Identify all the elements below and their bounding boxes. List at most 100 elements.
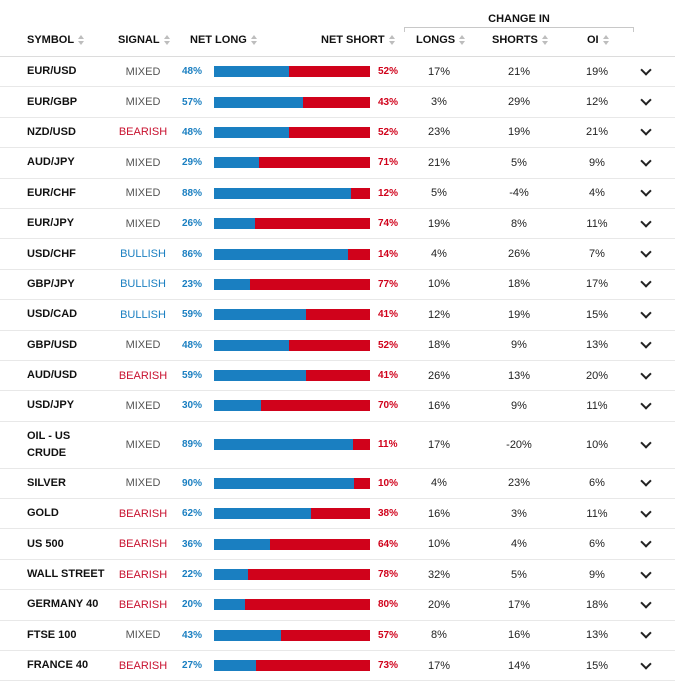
expand-row-button[interactable] [638,621,654,650]
chevron-down-icon [640,276,652,289]
expand-row-button[interactable] [638,148,654,177]
net-long-value: 22% [181,569,202,581]
signal-cell: MIXED [125,477,161,490]
net-short-bar [214,339,370,351]
chevron-down-icon [640,94,652,106]
expand-row-button[interactable] [638,590,654,619]
sentiment-bar [214,391,370,420]
table-row[interactable]: US 500 BEARISH 36% 64% 10% 4% 6% [0,529,675,560]
table-row[interactable]: FRANCE 40 BEARISH 27% 73% 17% 14% 15% [0,651,675,682]
table-row[interactable]: NZD/USD BEARISH 48% 52% 23% 19% 21% [0,118,675,149]
table-row[interactable]: SILVER MIXED 90% 10% 4% 23% 6% [0,469,675,500]
net-short-bar [214,569,370,581]
net-short-value: 52% [378,339,399,351]
table-row[interactable]: USD/CHF BULLISH 86% 14% 4% 26% 7% [0,239,675,270]
expand-row-button[interactable] [638,331,654,360]
expand-row-button[interactable] [638,209,654,238]
net-long-value: 27% [181,660,202,672]
net-long-value: 48% [181,339,202,351]
change-longs-cell: 12% [427,308,451,321]
change-longs-cell: 16% [427,399,451,412]
signal-cell: MIXED [125,339,161,352]
table-row[interactable]: EUR/CHF MIXED 88% 12% 5% -4% 4% [0,179,675,209]
expand-row-button[interactable] [638,499,654,528]
net-long-value: 29% [181,157,202,169]
change-oi-cell: 21% [585,126,609,139]
table-row[interactable]: GERMANY 40 BEARISH 20% 80% 20% 17% 18% [0,590,675,621]
expand-row-button[interactable] [638,57,654,86]
expand-row-button[interactable] [638,179,654,208]
expand-row-button[interactable] [638,560,654,589]
change-shorts-cell: 17% [507,598,531,611]
change-oi-cell: 9% [589,568,605,581]
table-row[interactable]: AUD/JPY MIXED 29% 71% 21% 5% 9% [0,148,675,179]
net-long-bar [214,66,289,78]
change-shorts-cell: 5% [511,156,527,169]
column-header-net-long[interactable]: NET LONG [190,34,257,46]
column-header-signal[interactable]: SIGNAL [118,34,170,46]
change-oi-cell: 10% [585,438,609,451]
net-short-bar [214,309,370,321]
chevron-down-icon [640,627,652,639]
expand-row-button[interactable] [638,270,654,299]
column-header-label: NET SHORT [321,34,385,46]
table-row[interactable]: AUD/USD BEARISH 59% 41% 26% 13% 20% [0,361,675,392]
expand-row-button[interactable] [638,361,654,390]
net-long-value: 20% [181,599,202,611]
symbol-cell: US 500 [27,537,64,550]
table-row[interactable]: OIL - US CRUDE MIXED 89% 11% 17% -20% 10% [0,422,675,469]
net-long-bar [214,400,261,412]
net-short-value: 11% [378,439,398,451]
table-row[interactable]: EUR/USD MIXED 48% 52% 17% 21% 19% [0,57,675,88]
chevron-down-icon [640,215,652,228]
table-row[interactable]: FTSE 100 MIXED 43% 57% 8% 16% 13% [0,621,675,652]
sentiment-bar [214,361,370,390]
net-short-bar [214,187,370,199]
table-row[interactable]: USD/JPY MIXED 30% 70% 16% 9% 11% [0,391,675,422]
sentiment-bar [214,57,370,86]
column-header-oi[interactable]: OI [587,34,609,46]
expand-row-button[interactable] [638,469,654,498]
signal-cell: BEARISH [118,598,168,611]
sentiment-bar [214,300,370,329]
change-shorts-cell: 21% [507,65,531,78]
expand-row-button[interactable] [638,300,654,329]
expand-row-button[interactable] [638,87,654,116]
change-longs-cell: 10% [427,278,451,291]
column-header-shorts[interactable]: SHORTS [492,34,548,46]
change-longs-cell: 8% [431,629,447,642]
change-shorts-cell: 18% [507,278,531,291]
net-long-bar [214,309,307,321]
change-longs-cell: 5% [431,187,447,200]
signal-cell: BEARISH [118,369,168,382]
column-header-symbol[interactable]: SYMBOL [27,34,85,46]
expand-row-button[interactable] [638,529,654,558]
symbol-cell: USD/JPY [27,399,75,412]
change-oi-cell: 13% [585,339,609,352]
net-long-value: 62% [181,508,202,520]
net-short-bar [214,400,370,412]
column-header-longs[interactable]: LONGS [416,34,466,46]
expand-row-button[interactable] [638,422,654,468]
expand-row-button[interactable] [638,118,654,147]
expand-row-button[interactable] [638,239,654,268]
expand-row-button[interactable] [638,651,654,680]
change-shorts-cell: 23% [507,477,531,490]
net-short-value: 78% [378,569,399,581]
signal-cell: MIXED [125,399,161,412]
net-short-bar [214,157,370,169]
table-row[interactable]: USD/CAD BULLISH 59% 41% 12% 19% 15% [0,300,675,331]
table-row[interactable]: GBP/USD MIXED 48% 52% 18% 9% 13% [0,331,675,361]
signal-cell: MIXED [125,629,161,642]
table-row[interactable]: EUR/JPY MIXED 26% 74% 19% 8% 11% [0,209,675,240]
column-header-net-short[interactable]: NET SHORT [321,34,395,46]
expand-row-button[interactable] [638,391,654,420]
table-row[interactable]: WALL STREET BEARISH 22% 78% 32% 5% 9% [0,560,675,591]
table-row[interactable]: GOLD BEARISH 62% 38% 16% 3% 11% [0,499,675,530]
table-row[interactable]: GBP/JPY BULLISH 23% 77% 10% 18% 17% [0,270,675,301]
signal-cell: BULLISH [120,278,166,291]
symbol-cell: GERMANY 40 [27,598,99,611]
table-row[interactable]: EUR/GBP MIXED 57% 43% 3% 29% 12% [0,87,675,118]
change-longs-cell: 23% [427,126,451,139]
net-long-bar [214,370,307,382]
